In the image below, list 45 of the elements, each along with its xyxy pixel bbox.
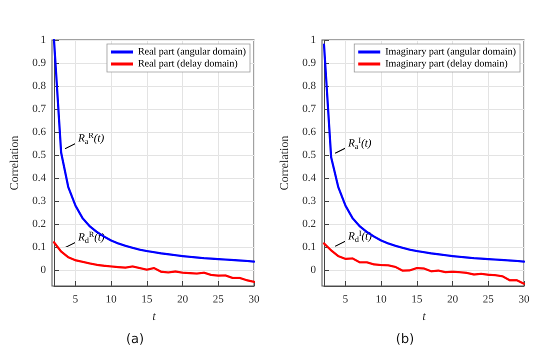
y-tick-label: 0.6	[302, 126, 316, 138]
text: (b)	[396, 332, 414, 347]
legend-label: Real part (angular domain)	[138, 46, 246, 58]
x-tick-label: 10	[376, 294, 388, 306]
x-tick-label: 15	[141, 294, 153, 306]
x-tick-label: 10	[106, 294, 118, 306]
line-series	[322, 44, 526, 263]
y-tick-label: 0.1	[32, 240, 46, 253]
y-tick-label: 0	[40, 264, 46, 276]
y-tick-label: 0.2	[302, 218, 316, 230]
x-tick-label: 15	[411, 294, 423, 306]
y-tick-label: 1	[40, 34, 46, 46]
y-tick-label: 0.8	[302, 80, 316, 92]
y-tick-label: 0.7	[32, 102, 46, 115]
y-tick-label: 0.4	[302, 172, 316, 184]
y-axis-title: Correlation	[277, 136, 291, 190]
x-tick-label: 5	[72, 294, 79, 306]
y-tick-label: 0.3	[302, 194, 316, 207]
y-tick-label: 0.2	[32, 218, 46, 230]
y-tick-label: 0.3	[32, 194, 46, 207]
x-tick-label: 25	[482, 294, 494, 306]
y-tick-label: 0.5	[302, 148, 316, 161]
y-tick-label: 0.1	[302, 240, 316, 253]
x-tick-label: 20	[447, 294, 459, 306]
y-tick-label: 0.8	[32, 80, 46, 92]
y-tick-label: 0.9	[302, 56, 316, 69]
x-axis-title: t	[422, 308, 426, 323]
text: (a)	[126, 332, 144, 347]
y-axis-title: Correlation	[7, 136, 21, 190]
y-tick-label: 0.7	[302, 102, 316, 115]
x-tick-label: 30	[248, 294, 260, 306]
x-tick-label: 25	[212, 294, 224, 306]
legend-label: Real part (delay domain)	[138, 58, 238, 70]
x-tick-label: 20	[177, 294, 189, 306]
x-tick-label: 5	[342, 294, 349, 306]
y-tick-label: 0.5	[32, 148, 46, 161]
x-axis-title: t	[152, 308, 156, 323]
y-tick-label: 0.4	[32, 172, 46, 184]
y-tick-label: 0	[310, 264, 316, 276]
x-tick-label: 30	[518, 294, 530, 306]
y-tick-label: 0.9	[32, 56, 46, 69]
legend-label: Imaginary part (delay domain)	[385, 58, 508, 70]
legend-label: Imaginary part (angular domain)	[385, 46, 516, 58]
y-tick-label: 0.6	[32, 126, 46, 138]
y-tick-label: 1	[310, 34, 316, 46]
